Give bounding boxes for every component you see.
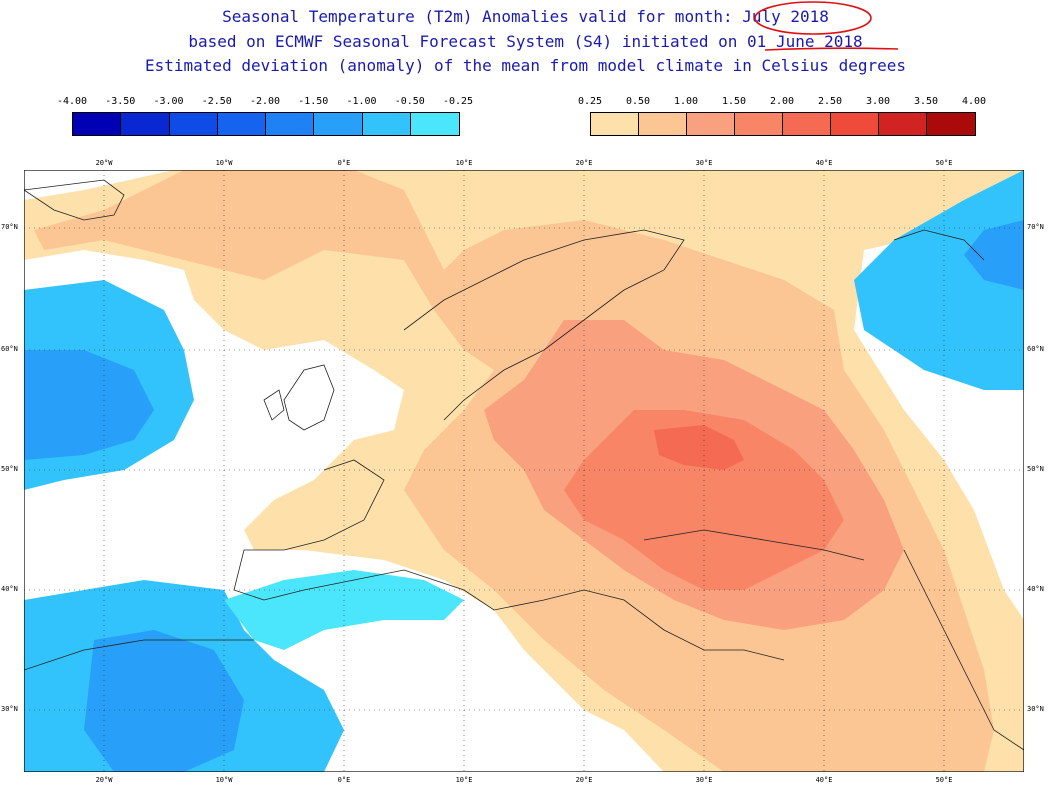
legend-tick-label: 2.50 (817, 96, 843, 107)
legend-tick-label: 4.00 (961, 96, 987, 107)
longitude-label: 10°W (215, 159, 233, 167)
legend-swatch (73, 113, 122, 135)
title-line-2: based on ECMWF Seasonal Forecast System … (188, 32, 863, 51)
legend-tick-label: -4.00 (56, 96, 88, 107)
longitude-label: 10°E (455, 776, 473, 784)
legend-swatch (362, 113, 411, 135)
legend-swatch (639, 113, 687, 135)
legend-swatch (783, 113, 831, 135)
legend-tick-label: -2.50 (201, 96, 232, 107)
legend-swatch (266, 113, 315, 135)
longitude-label: 0°E (337, 776, 351, 784)
latitude-label: 70°N (1027, 223, 1044, 231)
anomaly-cold-atlantic-north-inner (24, 350, 154, 460)
longitude-label: 30°E (695, 776, 713, 784)
anomaly-cold-northeast (854, 170, 1024, 390)
legend-swatch (879, 113, 927, 135)
latitude-label: 60°N (1027, 345, 1044, 353)
longitude-label: 40°E (815, 776, 833, 784)
latitude-label: 70°N (1, 223, 18, 231)
legend-tick-label: -1.00 (346, 96, 377, 107)
legend-tick-label: 3.00 (865, 96, 891, 107)
legend-tick-label: 1.00 (673, 96, 699, 107)
longitude-label: 20°W (95, 159, 113, 167)
anomaly-cold-northeast-inner (964, 220, 1024, 290)
title-line-1: Seasonal Temperature (T2m) Anomalies val… (222, 7, 829, 26)
longitude-label: 20°W (95, 776, 113, 784)
legend-swatch (217, 113, 266, 135)
longitude-label: 10°W (215, 776, 233, 784)
legend-swatch (687, 113, 735, 135)
legend-tick-label: -0.25 (442, 96, 474, 107)
legend-warm-colorbar (590, 112, 976, 136)
latitude-label: 50°N (1027, 465, 1044, 473)
longitude-label: 0°E (337, 159, 351, 167)
legend-tick-label: 1.50 (721, 96, 747, 107)
legend-tick-label: 3.50 (913, 96, 939, 107)
coastlines (24, 179, 1024, 751)
latitude-label: 30°N (1, 705, 18, 713)
graticule (24, 170, 1024, 772)
legend-swatch (410, 113, 459, 135)
longitude-label: 20°E (575, 776, 593, 784)
legend-swatch (169, 113, 218, 135)
legend-swatch (831, 113, 879, 135)
legend-tick-label: -3.50 (105, 96, 136, 107)
legend-swatch (927, 113, 975, 135)
anomaly-map (24, 170, 1024, 772)
legend-tick-label: -0.50 (394, 96, 425, 107)
latitude-label: 50°N (1, 465, 18, 473)
longitude-label: 50°E (935, 159, 953, 167)
legend-swatch (735, 113, 783, 135)
latitude-label: 30°N (1027, 705, 1044, 713)
longitude-label: 40°E (815, 159, 833, 167)
latitude-label: 40°N (1027, 585, 1044, 593)
legend-tick-label: -2.00 (249, 96, 281, 107)
legend-swatch (121, 113, 170, 135)
latitude-label: 40°N (1, 585, 18, 593)
latitude-label: 60°N (1, 345, 18, 353)
legend-tick-label: 2.00 (769, 96, 795, 107)
legend-swatch (591, 113, 639, 135)
longitude-label: 50°E (935, 776, 953, 784)
anomaly-cold-atlantic-south-inner (84, 630, 244, 772)
longitude-label: 20°E (575, 159, 593, 167)
legend-swatch (314, 113, 363, 135)
legend-cold-colorbar (72, 112, 460, 136)
title-line-3: Estimated deviation (anomaly) of the mea… (145, 56, 906, 75)
longitude-label: 30°E (695, 159, 713, 167)
legend-tick-label: -1.50 (298, 96, 329, 107)
anomaly-2.0-region (654, 425, 744, 470)
legend-tick-label: 0.50 (625, 96, 651, 107)
legend-tick-label: 0.25 (577, 96, 603, 107)
longitude-label: 10°E (455, 159, 473, 167)
legend-tick-label: -3.00 (153, 96, 184, 107)
